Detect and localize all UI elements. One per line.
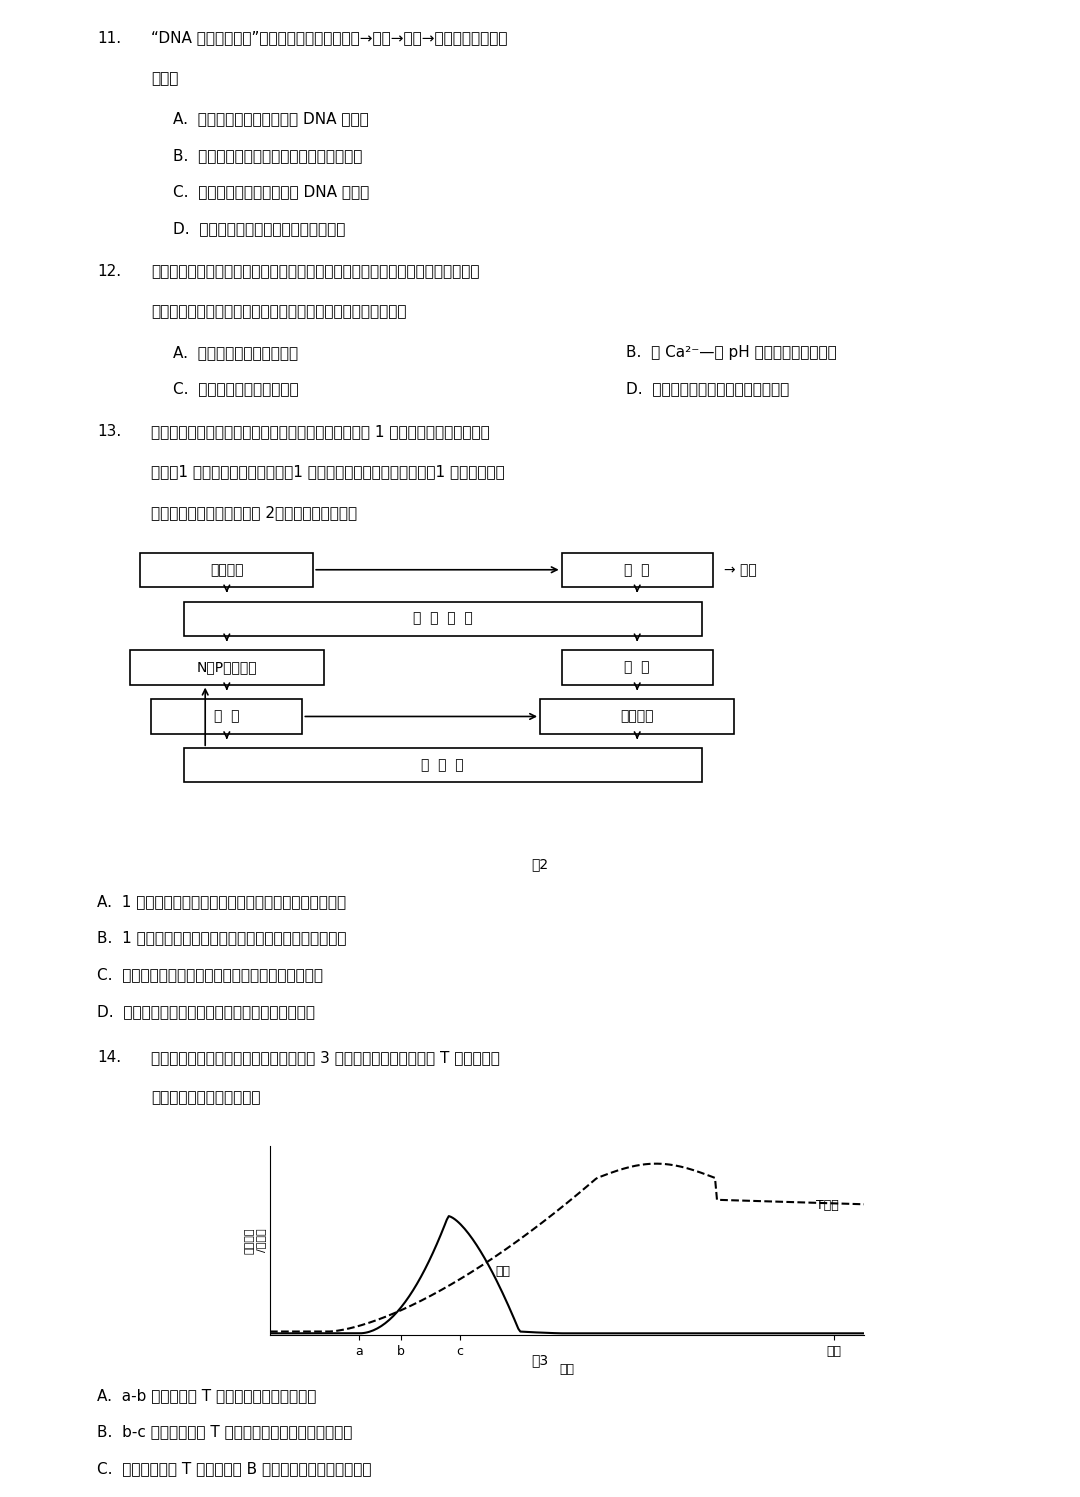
Text: 藻  类: 藻 类 <box>214 710 240 723</box>
Bar <box>184 748 702 783</box>
Text: 图2: 图2 <box>531 858 549 871</box>
Text: A.  细胞融合前应去除细胞壁: A. 细胞融合前应去除细胞壁 <box>173 344 298 359</box>
Bar <box>140 552 313 587</box>
Text: D.  异养细菌依赖虾池生态系统中的沉积物提供营养: D. 异养细菌依赖虾池生态系统中的沉积物提供营养 <box>97 1004 315 1019</box>
Text: 病原体感染可引起人体产生免疫反应。图 3 示某人被病毒感染后体内 T 细胞和病毒: 病原体感染可引起人体产生免疫反应。图 3 示某人被病毒感染后体内 T 细胞和病毒 <box>151 1051 500 1066</box>
Bar <box>562 552 713 587</box>
Text: → 收获: → 收获 <box>724 563 756 576</box>
Text: B.  1 个月后藻类在虾池的物质循环过程中仍处于主要地位: B. 1 个月后藻类在虾池的物质循环过程中仍处于主要地位 <box>97 931 347 946</box>
Text: 动物，1 周后开始投喂人工饥料，1 个月后对虾完全取食人工饥料。1 个月后虾池生: 动物，1 周后开始投喂人工饥料，1 个月后对虾完全取食人工饥料。1 个月后虾池生 <box>151 464 505 479</box>
Text: 织并进行细胞融合，以提高人参皂苷的产率。下列叙述错误的是: 织并进行细胞融合，以提高人参皂苷的产率。下列叙述错误的是 <box>151 304 407 319</box>
Text: A.  裂解：使细胞破裂释放出 DNA 等物质: A. 裂解：使细胞破裂释放出 DNA 等物质 <box>173 111 368 126</box>
Text: 态系统的物质循环过程见图 2。下列叙述正确的是: 态系统的物质循环过程见图 2。下列叙述正确的是 <box>151 504 357 519</box>
Text: 沉  积  物: 沉 积 物 <box>421 759 464 772</box>
Text: D.  鉴定：加入二苯胺试剂后即呼现蓝色: D. 鉴定：加入二苯胺试剂后即呼现蓝色 <box>173 222 346 237</box>
Text: 生物学试卷 A  第 3 页（共 8 页）: 生物学试卷 A 第 3 页（共 8 页） <box>458 1196 622 1211</box>
Text: 浮游动物: 浮游动物 <box>620 710 654 723</box>
Text: 误的是: 误的是 <box>151 70 178 85</box>
Bar <box>151 699 302 734</box>
Text: 11.: 11. <box>97 30 121 45</box>
Text: C.  沉淠：可反复多次以提高 DNA 的纯度: C. 沉淠：可反复多次以提高 DNA 的纯度 <box>173 184 369 199</box>
Bar <box>184 602 702 636</box>
Text: 细  菌: 细 菌 <box>624 660 650 675</box>
Text: B.  高 Ca²⁻—高 pH 溶液可促进细胞融合: B. 高 Ca²⁻—高 pH 溶液可促进细胞融合 <box>626 344 837 359</box>
Text: 凡纳滨对虾是华南地区养殖规模最大的对虾种类。放苗 1 周内虾苗取食藻类和浮游: 凡纳滨对虾是华南地区养殖规模最大的对虾种类。放苗 1 周内虾苗取食藻类和浮游 <box>151 424 490 439</box>
Text: C.  浮游动物摄食藻类、细菌和有机碎屑，属于消费者: C. 浮游动物摄食藻类、细菌和有机碎屑，属于消费者 <box>97 967 323 982</box>
Text: C.  融合的细胞即为杂交细胞: C. 融合的细胞即为杂交细胞 <box>173 382 298 397</box>
Text: 14.: 14. <box>97 1051 121 1066</box>
Text: 的变化。下列叙述错误的是: 的变化。下列叙述错误的是 <box>151 1091 260 1106</box>
Bar <box>562 651 713 684</box>
Text: B.  b-c 期间细胞毒性 T 细胞大量裂解被病毒感染的细胞: B. b-c 期间细胞毒性 T 细胞大量裂解被病毒感染的细胞 <box>97 1424 352 1440</box>
Text: B.  分离：可去除混合物中的多糖、蛋白质等: B. 分离：可去除混合物中的多糖、蛋白质等 <box>173 148 362 163</box>
Text: A.  a-b 期间辅助性 T 细胞增殖并分泌细胞因子: A. a-b 期间辅助性 T 细胞增殖并分泌细胞因子 <box>97 1388 316 1403</box>
Text: 图3: 图3 <box>531 1353 549 1367</box>
Text: N、P等无机盐: N、P等无机盐 <box>197 660 257 675</box>
Text: A.  1 周后藻类和浮游动物增加，水体富营养化程度会减轻: A. 1 周后藻类和浮游动物增加，水体富营养化程度会减轻 <box>97 894 347 909</box>
Text: C.  病毒与辅助性 T 细胞接触为 B 细胞的激活提供第二个信号: C. 病毒与辅助性 T 细胞接触为 B 细胞的激活提供第二个信号 <box>97 1461 372 1476</box>
Bar <box>130 651 324 684</box>
Text: “DNA 粗提取与鉴定”实验的基本过程是：裂解→分离→沉淠→鉴定。下列叙述错: “DNA 粗提取与鉴定”实验的基本过程是：裂解→分离→沉淠→鉴定。下列叙述错 <box>151 30 508 45</box>
Text: 有  机  碎  屑: 有 机 碎 屑 <box>413 612 473 626</box>
Text: 人工饥料: 人工饥料 <box>210 563 244 576</box>
Text: 13.: 13. <box>97 424 121 439</box>
Bar <box>540 699 734 734</box>
Text: 12.: 12. <box>97 263 121 278</box>
Text: 人参皂苷是人参的主要活性成分。科研人员分别诱导人参根与胡萝卜根产生愈伤组: 人参皂苷是人参的主要活性成分。科研人员分别诱导人参根与胡萝卜根产生愈伤组 <box>151 263 480 278</box>
Text: 对  虾: 对 虾 <box>624 563 650 576</box>
Text: D.  杂交细胞可能具有生长快速的优势: D. 杂交细胞可能具有生长快速的优势 <box>626 382 789 397</box>
